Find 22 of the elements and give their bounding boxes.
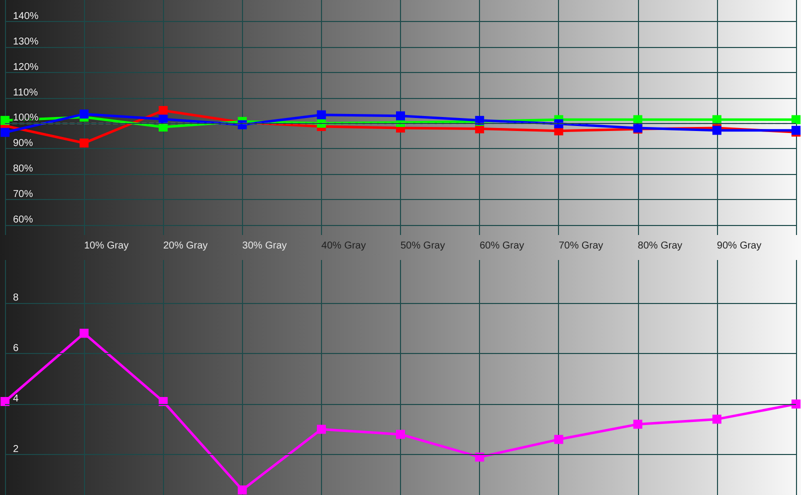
y-tick-label: 130% bbox=[13, 36, 39, 48]
y-tick-label: 8 bbox=[13, 292, 19, 304]
y-tick-label: 110% bbox=[13, 87, 38, 98]
x-tick-label: 50% Gray bbox=[400, 240, 445, 252]
y-tick-label: 90% bbox=[13, 138, 34, 150]
y-tick-label: 6 bbox=[13, 342, 19, 354]
y-tick-label: 80% bbox=[13, 164, 34, 175]
y-tick-label: 100% bbox=[13, 112, 39, 124]
y-tick-label: 4 bbox=[13, 394, 19, 405]
y-tick-label: 140% bbox=[13, 11, 39, 22]
x-tick-label: 80% Gray bbox=[638, 240, 682, 252]
y-tick-label: 70% bbox=[13, 188, 34, 200]
x-tick-label: 10% Gray bbox=[84, 240, 129, 252]
x-tick-label: 90% Gray bbox=[716, 240, 762, 252]
x-tick-label: 20% Gray bbox=[163, 240, 208, 252]
x-tick-label: 60% Gray bbox=[480, 240, 524, 252]
y-tick-label: 120% bbox=[13, 62, 39, 73]
y-tick-label: 60% bbox=[13, 214, 34, 226]
x-tick-label: 40% Gray bbox=[321, 240, 366, 252]
x-tick-label: 70% Gray bbox=[558, 240, 604, 252]
y-tick-label: 2 bbox=[13, 444, 19, 456]
x-tick-label: 30% Gray bbox=[242, 240, 287, 252]
